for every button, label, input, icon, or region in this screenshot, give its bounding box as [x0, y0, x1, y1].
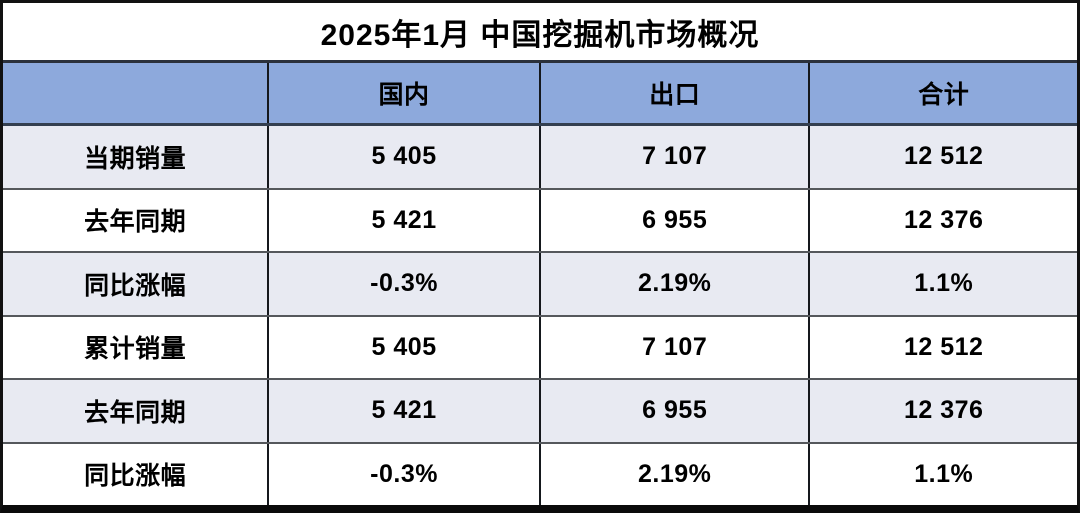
table-row: 去年同期 5 421 6 955 12 376 [3, 189, 1077, 253]
data-cell: 5 421 [267, 189, 539, 251]
data-cell: 6 955 [538, 189, 809, 251]
data-cell: -0.3% [267, 443, 539, 505]
table-body: 当期销量 5 405 7 107 12 512 去年同期 5 421 6 955 12 376… [3, 126, 1077, 505]
data-cell: 12 376 [808, 380, 1077, 442]
data-cell: 6 955 [538, 380, 809, 442]
data-cell: 12 376 [808, 189, 1077, 251]
table-header-row: 国内 出口 合计 [3, 63, 1077, 126]
table-title: 2025年1月 中国挖掘机市场概况 [3, 3, 1077, 63]
data-cell: 2.19% [538, 253, 809, 315]
data-cell: 5 405 [267, 126, 539, 188]
data-cell: 5 421 [267, 380, 539, 442]
data-cell: -0.3% [267, 253, 539, 315]
table-row: 累计销量 5 405 7 107 12 512 [3, 316, 1077, 380]
data-cell: 2.19% [538, 443, 809, 505]
data-cell: 1.1% [808, 443, 1077, 505]
header-cell-3: 合计 [808, 63, 1077, 123]
table-row: 同比涨幅 -0.3% 2.19% 1.1% [3, 253, 1077, 317]
table-row: 同比涨幅 -0.3% 2.19% 1.1% [3, 443, 1077, 505]
header-cell-blank [3, 63, 267, 123]
data-cell: 7 107 [538, 126, 809, 188]
header-cell-2: 出口 [538, 63, 809, 123]
data-cell: 12 512 [808, 316, 1077, 378]
row-label: 去年同期 [84, 208, 187, 237]
row-label: 去年同期 [84, 398, 187, 427]
table-row: 去年同期 5 421 6 955 12 376 [3, 380, 1077, 444]
data-cell: 5 405 [267, 316, 539, 378]
row-label: 同比涨幅 [84, 271, 187, 300]
row-label: 同比涨幅 [84, 462, 187, 491]
header-cell-1: 国内 [267, 63, 539, 123]
data-cell: 12 512 [808, 126, 1077, 188]
data-cell: 7 107 [538, 316, 809, 378]
data-cell: 1.1% [808, 253, 1077, 315]
table-row: 当期销量 5 405 7 107 12 512 [3, 126, 1077, 190]
row-label: 当期销量 [84, 144, 187, 173]
row-label: 累计销量 [84, 335, 187, 364]
